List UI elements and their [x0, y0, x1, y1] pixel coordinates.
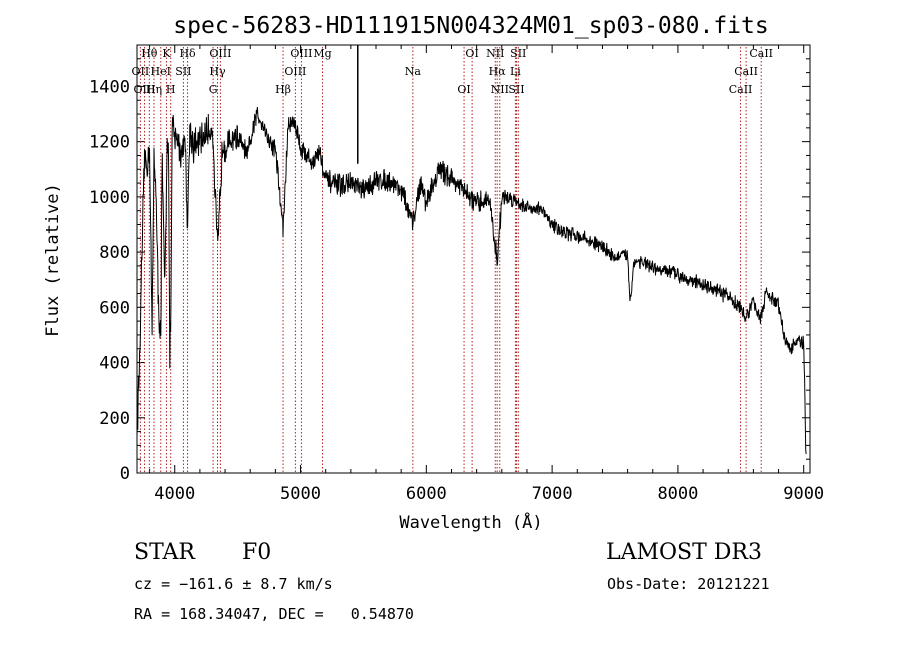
line-annotation: SII	[510, 47, 526, 60]
chart-title: spec-56283-HD111915N004324M01_sp03-080.f…	[173, 13, 768, 39]
x-tick-label: 9000	[783, 484, 824, 504]
spectral-class: F0	[242, 540, 272, 565]
line-annotation: Hδ	[179, 47, 196, 60]
axes: 4000 5000 6000 7000 8000 9000 0 200 400 600 800 100…	[89, 44, 824, 504]
x-tick-label: 5000	[280, 484, 321, 504]
line-annotations: Hθ OII OIII K HeI Hη Hδ SII H OIII Hγ G OIII OIII Hβ Mg…	[132, 47, 773, 96]
x-axis-label: Wavelength (Å)	[399, 511, 542, 533]
line-annotation: OIII	[290, 47, 312, 60]
x-tick-label: 6000	[406, 484, 447, 504]
line-markers	[139, 45, 762, 473]
x-tick-label: 4000	[154, 484, 195, 504]
line-annotation: K	[162, 47, 171, 60]
plot-frame	[136, 44, 811, 474]
line-annotation: NII	[486, 47, 504, 60]
line-annotation: OIII	[284, 65, 306, 78]
redshift-cz: cz = −161.6 ± 8.7 km/s	[134, 575, 333, 593]
y-tick-label: 0	[120, 464, 130, 484]
line-annotation: Na	[405, 65, 422, 78]
x-tick-label: 7000	[532, 484, 573, 504]
line-annotation: SII	[175, 65, 191, 78]
obs-date: Obs-Date: 20121221	[607, 575, 770, 593]
line-annotation: CaII	[749, 47, 773, 60]
line-annotation: HeI	[151, 65, 171, 78]
line-annotation: OIII	[134, 83, 156, 96]
line-annotation: OII	[132, 65, 150, 78]
line-annotation: Li	[510, 65, 521, 78]
line-annotation: Hβ	[275, 83, 291, 96]
line-annotation: OI	[457, 83, 470, 96]
y-tick-label: 200	[99, 409, 130, 429]
line-annotation: Hα	[489, 65, 507, 78]
line-annotation: Mg	[313, 47, 331, 60]
line-annotation: Hγ	[209, 65, 226, 78]
survey-label: LAMOST DR3	[606, 540, 762, 565]
star-label: STAR	[134, 540, 195, 565]
line-annotation: OIII	[209, 47, 231, 60]
line-annotation: Hθ	[141, 47, 158, 60]
line-annotation: SII	[508, 83, 524, 96]
coordinates: RA = 168.34047, DEC = 0.54870	[134, 605, 414, 623]
line-annotation: G	[209, 83, 218, 96]
y-tick-label: 1000	[89, 188, 130, 208]
line-annotation: H	[166, 83, 176, 96]
x-tick-label: 8000	[657, 484, 698, 504]
y-tick-label: 800	[99, 243, 130, 263]
line-annotation: CaII	[729, 83, 753, 96]
y-tick-label: 1200	[89, 133, 130, 153]
y-axis-label: Flux (relative)	[43, 183, 63, 337]
y-tick-label: 400	[99, 354, 130, 374]
line-annotation: Hη	[146, 83, 162, 96]
y-tick-label: 1400	[89, 77, 130, 97]
spectrum-line	[136, 106, 807, 455]
line-annotation: CaII	[734, 65, 758, 78]
y-tick-label: 600	[99, 298, 130, 318]
line-annotation: OI	[465, 47, 478, 60]
line-annotation: NII	[491, 83, 509, 96]
